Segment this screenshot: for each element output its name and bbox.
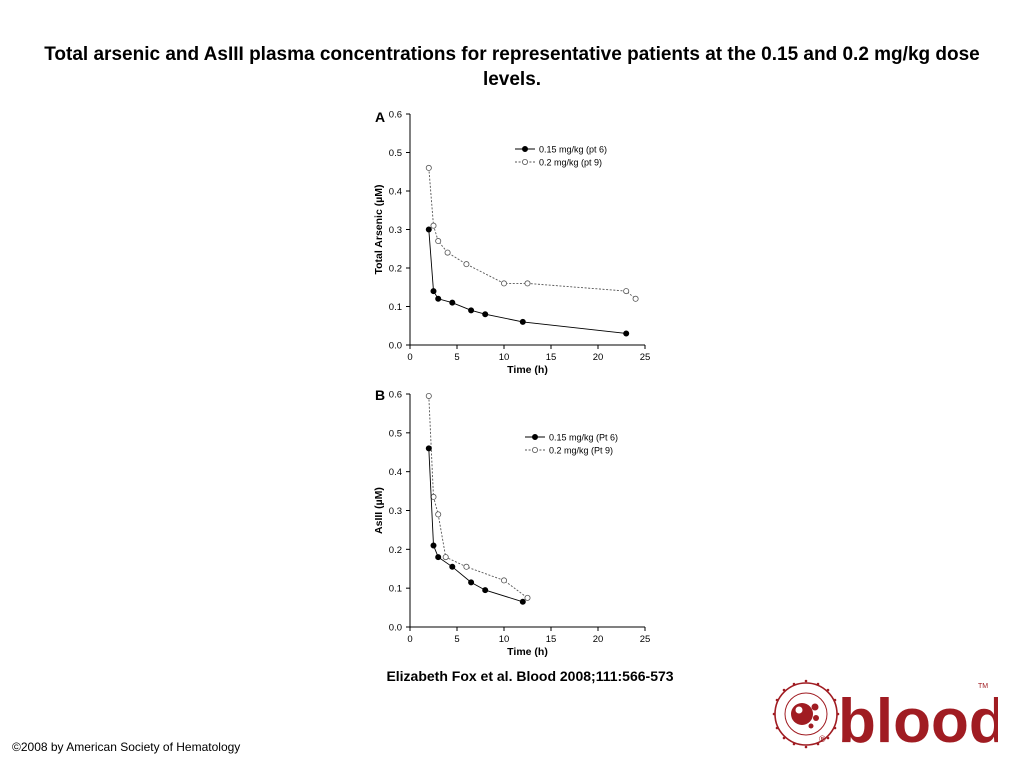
y-tick-label: 0.5	[389, 148, 402, 159]
data-point	[519, 318, 526, 325]
data-point	[468, 307, 475, 314]
y-tick-label: 0.6	[389, 390, 402, 401]
data-point	[449, 299, 456, 306]
copyright-notice: ©2008 by American Society of Hematology	[12, 740, 241, 754]
legend-marker	[532, 446, 539, 453]
x-tick-label: 25	[640, 352, 651, 363]
slide-title: Total arsenic and AsIII plasma concentra…	[44, 44, 980, 90]
y-tick-label: 0.2	[389, 264, 402, 275]
legend-label: 0.2 mg/kg (Pt 9)	[549, 446, 613, 456]
data-point	[435, 511, 442, 518]
data-point	[444, 249, 451, 256]
data-point	[430, 542, 437, 549]
data-point	[468, 579, 475, 586]
y-tick-label: 0.0	[389, 623, 402, 634]
y-axis-label: Total Arsenic (µM)	[373, 184, 385, 274]
y-tick-label: 0.1	[389, 302, 402, 313]
x-tick-label: 0	[407, 634, 412, 645]
y-tick-label: 0.0	[389, 341, 402, 352]
data-point	[482, 311, 489, 318]
data-point	[623, 330, 630, 337]
x-tick-label: 20	[593, 634, 604, 645]
citation: Elizabeth Fox et al. Blood 2008;111:566-…	[386, 668, 674, 684]
data-point	[449, 563, 456, 570]
panel-label: B	[375, 387, 385, 403]
data-point	[632, 295, 639, 302]
series-line	[428, 167, 636, 300]
x-tick-label: 15	[546, 352, 557, 363]
x-tick-label: 5	[454, 352, 459, 363]
data-point	[435, 554, 442, 561]
y-tick-label: 0.1	[389, 584, 402, 595]
chart-panel-a: A 0.0 0.1 0.2 0.3 0.4 0.5 0.6 0 5 10 15 20 25 Time (h)…	[373, 109, 650, 376]
y-tick-label: 0.5	[389, 428, 402, 439]
x-tick-label: 15	[546, 634, 557, 645]
y-axis-label: AsIII (µM)	[373, 487, 385, 534]
registered-mark: ®	[819, 734, 826, 744]
data-point	[435, 238, 442, 245]
series-line	[428, 448, 523, 603]
y-tick-label: 0.3	[389, 506, 402, 517]
blood-journal-logo: ® blood TM	[772, 679, 998, 752]
legend-label: 0.2 mg/kg (pt 9)	[539, 158, 602, 168]
legend-marker	[532, 433, 539, 440]
logo-wordmark: blood	[838, 687, 998, 752]
data-point	[463, 261, 470, 268]
data-point	[442, 554, 449, 561]
data-point	[425, 445, 432, 452]
data-point	[623, 288, 630, 295]
data-point	[463, 563, 470, 570]
y-tick-label: 0.6	[389, 110, 402, 121]
data-point	[500, 577, 507, 584]
pharmacokinetic-charts: A 0.0 0.1 0.2 0.3 0.4 0.5 0.6 0 5 10 15 20 25 Time (h)…	[373, 109, 650, 658]
legend-label: 0.15 mg/kg (Pt 6)	[549, 433, 618, 443]
data-point	[482, 587, 489, 594]
data-point	[425, 226, 432, 233]
data-point	[524, 594, 531, 601]
data-point	[430, 288, 437, 295]
x-axis-label: Time (h)	[507, 646, 548, 658]
x-tick-label: 5	[454, 634, 459, 645]
data-point	[430, 222, 437, 229]
x-tick-label: 25	[640, 634, 651, 645]
series-line	[428, 395, 528, 599]
x-tick-label: 10	[499, 352, 510, 363]
y-tick-label: 0.2	[389, 545, 402, 556]
data-point	[500, 280, 507, 287]
trademark-mark: TM	[978, 683, 988, 690]
x-tick-label: 10	[499, 634, 510, 645]
y-tick-label: 0.4	[389, 467, 402, 478]
chart-panel-b: B 0.0 0.1 0.2 0.3 0.4 0.5 0.6 0 5 10 15 20 25 Time (h)…	[373, 387, 650, 658]
data-point	[435, 295, 442, 302]
data-point	[524, 280, 531, 287]
data-point	[425, 164, 432, 171]
data-point	[425, 392, 432, 399]
x-axis-label: Time (h)	[507, 364, 548, 376]
panel-label: A	[375, 109, 385, 125]
legend-marker	[522, 158, 529, 165]
data-point	[519, 598, 526, 605]
legend-marker	[522, 145, 529, 152]
y-tick-label: 0.3	[389, 225, 402, 236]
ash-seal-icon: ®	[772, 679, 840, 749]
legend-label: 0.15 mg/kg (pt 6)	[539, 145, 607, 155]
x-tick-label: 0	[407, 352, 412, 363]
y-tick-label: 0.4	[389, 187, 402, 198]
x-tick-label: 20	[593, 352, 604, 363]
